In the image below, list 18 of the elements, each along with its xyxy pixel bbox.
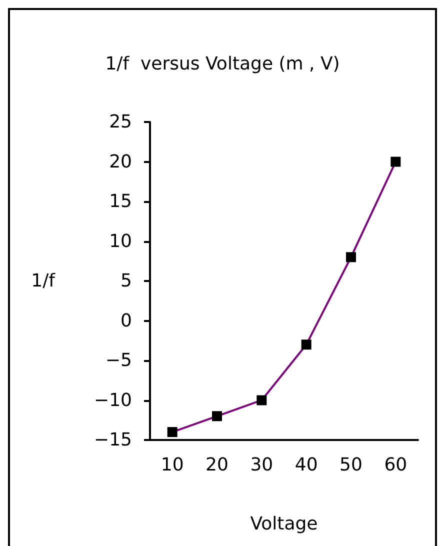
y-axis-title: 1/f xyxy=(31,270,56,292)
y-tick-label: −15 xyxy=(94,430,132,450)
x-tick-label: 10 xyxy=(160,454,184,476)
chart-title: 1/f versus Voltage (m , V) xyxy=(105,54,340,74)
y-tick-label: 15 xyxy=(109,191,132,212)
x-tick-label: 20 xyxy=(206,454,228,476)
y-tick-label: 0 xyxy=(120,310,132,332)
y-tick-label: 25 xyxy=(109,112,132,132)
y-tick-label: 5 xyxy=(120,270,132,292)
y-tick-label: −5 xyxy=(105,350,132,371)
y-tick-label: 10 xyxy=(109,230,132,252)
y-tick-label: −10 xyxy=(94,390,132,411)
x-tick-label: 60 xyxy=(384,454,408,476)
x-tick-label: 50 xyxy=(340,454,362,476)
y-tick-label: 20 xyxy=(109,151,132,172)
x-axis-title: Voltage xyxy=(250,514,318,534)
x-tick-label: 40 xyxy=(294,454,318,476)
x-tick-label: 30 xyxy=(250,454,274,476)
